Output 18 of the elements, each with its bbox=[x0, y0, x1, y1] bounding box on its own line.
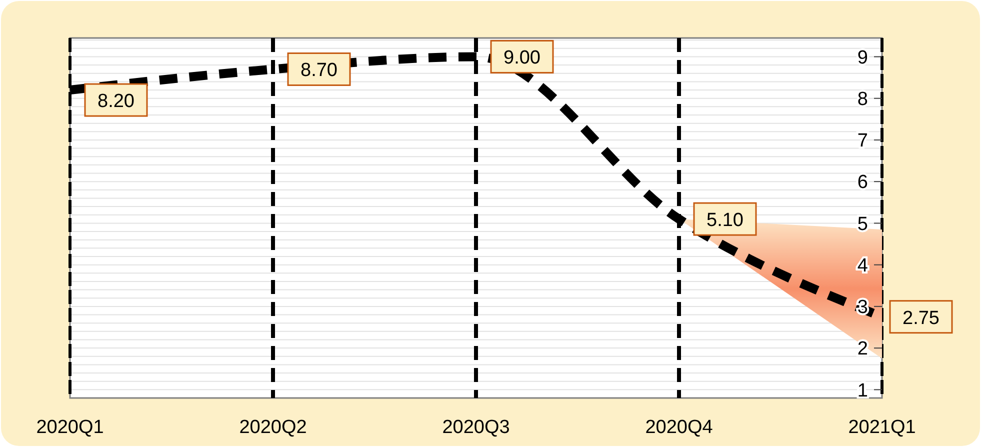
x-tick-label: 2020Q3 bbox=[442, 417, 510, 438]
y-tick-label: 4 bbox=[857, 255, 868, 276]
y-tick-label: 9 bbox=[857, 47, 868, 68]
data-label: 8.20 bbox=[98, 91, 134, 112]
y-tick-label: 2 bbox=[857, 338, 868, 360]
data-label: 9.00 bbox=[504, 48, 540, 69]
x-tick-label: 2020Q4 bbox=[645, 417, 714, 438]
data-label: 5.10 bbox=[706, 210, 744, 232]
y-tick-label: 8 bbox=[857, 88, 868, 110]
y-tick-label: 7 bbox=[857, 130, 868, 152]
x-tick-label: 2021Q1 bbox=[848, 417, 916, 438]
y-tick-label: 1 bbox=[857, 380, 868, 402]
y-tick-label: 5 bbox=[857, 214, 868, 235]
data-label: 2.75 bbox=[902, 308, 940, 329]
data-label: 8.70 bbox=[300, 60, 338, 82]
y-tick-label: 6 bbox=[857, 172, 868, 194]
x-tick-label: 2020Q1 bbox=[36, 417, 104, 438]
x-tick-label: 2020Q2 bbox=[239, 417, 307, 438]
